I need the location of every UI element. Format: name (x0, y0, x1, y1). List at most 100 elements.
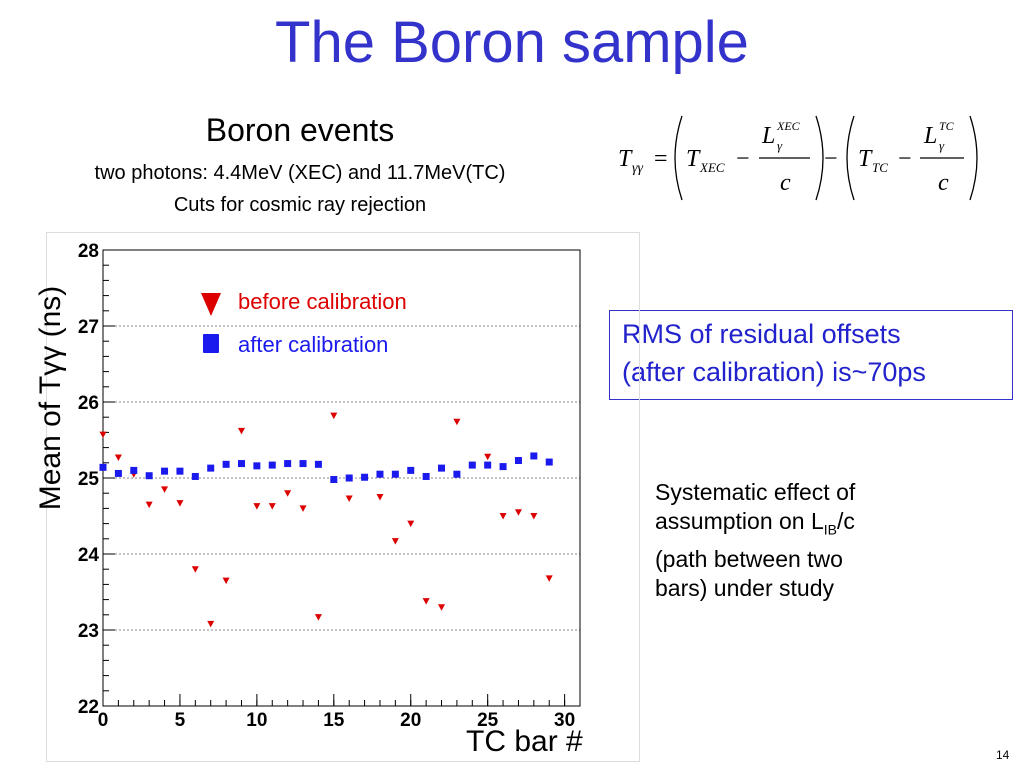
systematic-line2-pre: assumption on L (655, 508, 824, 534)
before-calibration-point (161, 486, 169, 493)
before-calibration-point (330, 412, 338, 420)
before-calibration-point (438, 604, 446, 611)
y-tick-label: 25 (78, 469, 100, 490)
y-tick-label: 28 (78, 241, 99, 262)
slide-title: The Boron sample (275, 10, 749, 75)
after-calibration-point (222, 460, 230, 468)
after-calibration-point (207, 464, 215, 472)
y-tick-label: 27 (78, 317, 99, 338)
formula-lhs: T (618, 146, 633, 172)
x-tick-label: 15 (323, 710, 345, 731)
timing-formula: T γγ = T XEC − L XEC γ c − T TC − L TC γ… (612, 108, 982, 208)
y-tick-label: 22 (78, 697, 99, 718)
systematic-line3: (path between two (655, 545, 843, 572)
after-calibration-point (499, 463, 507, 471)
formula-t-tc: T (858, 146, 873, 172)
before-calibration-point (376, 494, 384, 501)
paren-open-2 (846, 115, 855, 201)
before-calibration-point (545, 575, 553, 582)
after-calibration-point (237, 460, 245, 468)
formula-l-xec-sup: XEC (776, 119, 801, 133)
before-calibration-point (407, 520, 415, 528)
before-calibration-point (345, 495, 353, 503)
before-calibration-point (191, 566, 199, 573)
grid-layer (103, 325, 580, 631)
x-tick-label: 25 (477, 710, 499, 731)
after-calibration-point (345, 474, 353, 482)
marks-layer (99, 412, 553, 628)
x-axis-title: TC bar # (466, 725, 583, 758)
after-calibration-point (391, 470, 399, 478)
formula-l-xec: L (761, 123, 775, 149)
after-calibration-point (253, 462, 261, 470)
chart-title: Boron events (205, 112, 395, 148)
before-calibration-point (253, 503, 261, 510)
before-calibration-point (453, 418, 461, 426)
systematic-line1: Systematic effect of (655, 479, 856, 505)
formula-lhs-sub: γγ (632, 161, 644, 176)
formula-t-xec-sub: XEC (699, 160, 725, 175)
before-calibration-point (114, 454, 122, 461)
legend-label-before: before calibration (238, 289, 407, 314)
after-calibration-point (299, 460, 307, 468)
after-calibration-point (422, 472, 430, 480)
before-calibration-point (99, 431, 107, 439)
after-calibration-point (145, 472, 153, 480)
before-calibration-point (268, 503, 276, 510)
after-calibration-point (191, 472, 199, 480)
after-calibration-point (407, 466, 415, 474)
systematic-line4: bars) under study (655, 574, 834, 601)
paren-open-1 (674, 115, 683, 201)
systematic-line2: assumption on LIB/c (655, 507, 955, 545)
before-calibration-point (499, 513, 507, 520)
x-tick-label: 10 (246, 710, 267, 731)
after-calibration-point (438, 464, 446, 472)
after-calibration-point (114, 469, 122, 477)
formula-minus-3: − (898, 146, 912, 172)
systematic-line2-post: /c (837, 508, 855, 534)
plot-frame (46, 232, 640, 762)
paren-close-1 (815, 115, 824, 201)
after-calibration-point (161, 467, 169, 475)
after-calibration-point (99, 463, 107, 471)
after-calibration-point (176, 467, 184, 475)
formula-t-xec: T (686, 146, 701, 172)
after-calibration-point (376, 470, 384, 478)
paren-close-2 (969, 115, 978, 201)
axis-layer: 22 23 24 25 26 27 28 0 5 10 15 20 25 30 (78, 241, 581, 731)
systematic-line2-sub: IB (823, 521, 838, 538)
rms-note-box: RMS of residual offsets (after calibrati… (609, 310, 1013, 400)
page-number: 14 (996, 748, 1010, 762)
formula-denominator-2: c (938, 170, 949, 196)
after-calibration-point (284, 460, 292, 468)
rms-note-line1: RMS of residual offsets (622, 319, 901, 349)
before-calibration-point (237, 427, 245, 435)
formula-svg: T γγ = T XEC − L XEC γ c − T TC − L TC γ… (618, 115, 978, 201)
formula-t-tc-sub: TC (872, 160, 888, 175)
before-calibration-point (314, 614, 322, 621)
after-calibration-point (530, 452, 538, 460)
after-calibration-point (484, 461, 492, 469)
after-calibration-point (545, 458, 553, 466)
legend-label-after: after calibration (238, 332, 389, 357)
after-calibration-point (514, 457, 522, 465)
formula-l-tc: L (923, 123, 937, 149)
after-calibration-point (361, 473, 369, 481)
before-calibration-point (222, 577, 230, 585)
legend-marker-after (203, 334, 219, 353)
formula-l-xec-sub: γ (777, 138, 783, 153)
systematic-note: Systematic effect of assumption on LIB/c… (655, 478, 955, 603)
before-calibration-point (176, 500, 184, 507)
before-calibration-point (284, 490, 292, 497)
formula-minus-1: − (736, 146, 750, 172)
after-calibration-point (453, 470, 461, 478)
after-calibration-point (314, 460, 322, 468)
before-calibration-point (484, 453, 492, 461)
before-calibration-point (422, 598, 430, 605)
x-tick-label: 0 (98, 710, 109, 731)
x-tick-label: 5 (175, 710, 186, 731)
legend-marker-before (201, 293, 221, 316)
after-calibration-point (468, 461, 476, 469)
chart-subtitle-line1: two photons: 4.4MeV (XEC) and 11.7MeV(TC… (94, 162, 506, 184)
